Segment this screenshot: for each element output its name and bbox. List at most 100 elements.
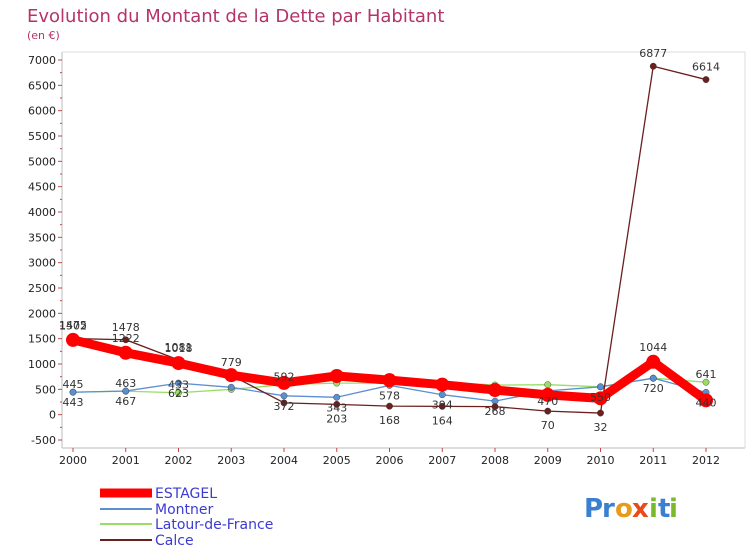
x-tick-label: 2008 [481,454,509,467]
x-tick-label: 2007 [428,454,456,467]
data-label: 6877 [639,47,667,60]
x-tick-label: 2010 [587,454,615,467]
data-label: 623 [168,387,189,400]
legend-label: Montner [155,502,213,518]
data-label: 168 [379,414,400,427]
data-point-montner [280,392,288,400]
proxiti-logo: Pr o x i ti [584,494,678,524]
y-tick-label: 3500 [28,231,56,244]
chart-title: Evolution du Montant de la Dette par Hab… [27,6,444,27]
axes: -500 0 500 1000 1500 2000 2500 3000 3500 4000 4500… [28,51,746,467]
y-tick-label: 6000 [28,105,56,118]
logo-letter: i [669,494,678,524]
data-point-calce [280,399,288,407]
x-tick-label: 2000 [59,454,87,467]
data-label: 1222 [112,332,140,345]
data-label: 32 [594,421,608,434]
data-point-latour-de-france [544,381,552,389]
data-label: 1475 [59,319,87,332]
data-point-estagel [435,377,450,392]
y-tick-label: 4000 [28,206,56,219]
series-points [66,62,713,417]
data-point-estagel [171,356,186,371]
series-lines [68,65,711,414]
y-tick-label: 2000 [28,307,56,320]
data-label: 550 [590,391,611,404]
x-tick-label: 2003 [217,454,245,467]
y-tick-label: 4500 [28,181,56,194]
data-point-montner [122,387,130,395]
legend-label: Latour-de-France [155,517,273,533]
data-point-estagel [646,354,661,369]
y-tick-label: 500 [35,383,56,396]
x-tick-label: 2001 [112,454,140,467]
data-point-latour-de-france [702,378,710,386]
data-label: 641 [696,368,717,381]
y-tick-label: 5000 [28,155,56,168]
data-point-estagel [224,368,239,383]
y-tick-label: 5500 [28,130,56,143]
data-label: 1478 [112,321,140,334]
data-point-calce [438,402,446,410]
x-tick-label: 2009 [534,454,562,467]
data-point-calce [702,76,710,83]
data-point-calce [491,403,499,411]
data-label: 343 [326,401,347,414]
y-tick-label: 1500 [28,333,56,346]
data-point-calce [544,407,552,415]
data-label: 463 [115,377,136,390]
data-label: 433 [168,379,189,392]
data-point-estagel [488,382,502,397]
y-tick-label: 6500 [28,79,56,92]
data-point-calce [597,409,604,417]
data-point-estagel [699,393,713,408]
data-label: 720 [643,382,664,395]
logo-letter: i [649,494,658,524]
y-tick-label: 7000 [28,54,56,67]
x-tick-label: 2002 [165,454,193,467]
data-label: 164 [432,414,453,427]
logo-letter: o [615,494,633,524]
x-tick-label: 2011 [639,454,667,467]
data-point-montner [175,379,182,387]
data-point-montner [227,383,235,391]
data-label: 6614 [692,61,720,74]
chart-subtitle: (en €) [27,29,60,42]
data-label: 70 [541,419,555,432]
y-tick-label: 0 [49,409,56,422]
data-label: 467 [115,395,136,408]
data-label: 203 [326,412,347,425]
x-tick-label: 2012 [692,454,720,467]
logo-letter: r [602,494,615,524]
data-label: 394 [432,399,453,412]
data-point-calce [649,62,657,70]
data-point-estagel [382,373,397,388]
logo-letter: t [658,494,670,524]
data-point-montner [649,374,657,382]
data-point-estagel [329,368,344,383]
y-tick-label: 1000 [28,358,56,371]
y-tick-label: -500 [31,434,56,447]
data-label: 1044 [639,341,667,354]
data-label: 440 [696,396,717,409]
data-label: 372 [274,400,295,413]
data-label: 592 [274,371,295,384]
data-label: 779 [221,356,242,369]
x-tick-label: 2004 [270,454,298,467]
data-point-estagel [540,387,555,402]
x-tick-label: 2006 [376,454,404,467]
data-label: 470 [537,395,558,408]
logo-letter: x [632,494,649,524]
data-point-calce [333,400,341,408]
data-label: 578 [379,389,400,402]
y-tick-label: 3000 [28,257,56,270]
data-label: 1502 [59,320,87,333]
data-point-estagel [277,375,291,390]
data-point-estagel [66,332,80,347]
data-point-calce [386,402,393,410]
data-label: 1018 [165,342,193,355]
data-label: 1081 [165,341,193,354]
legend-label: Calce [155,533,194,549]
